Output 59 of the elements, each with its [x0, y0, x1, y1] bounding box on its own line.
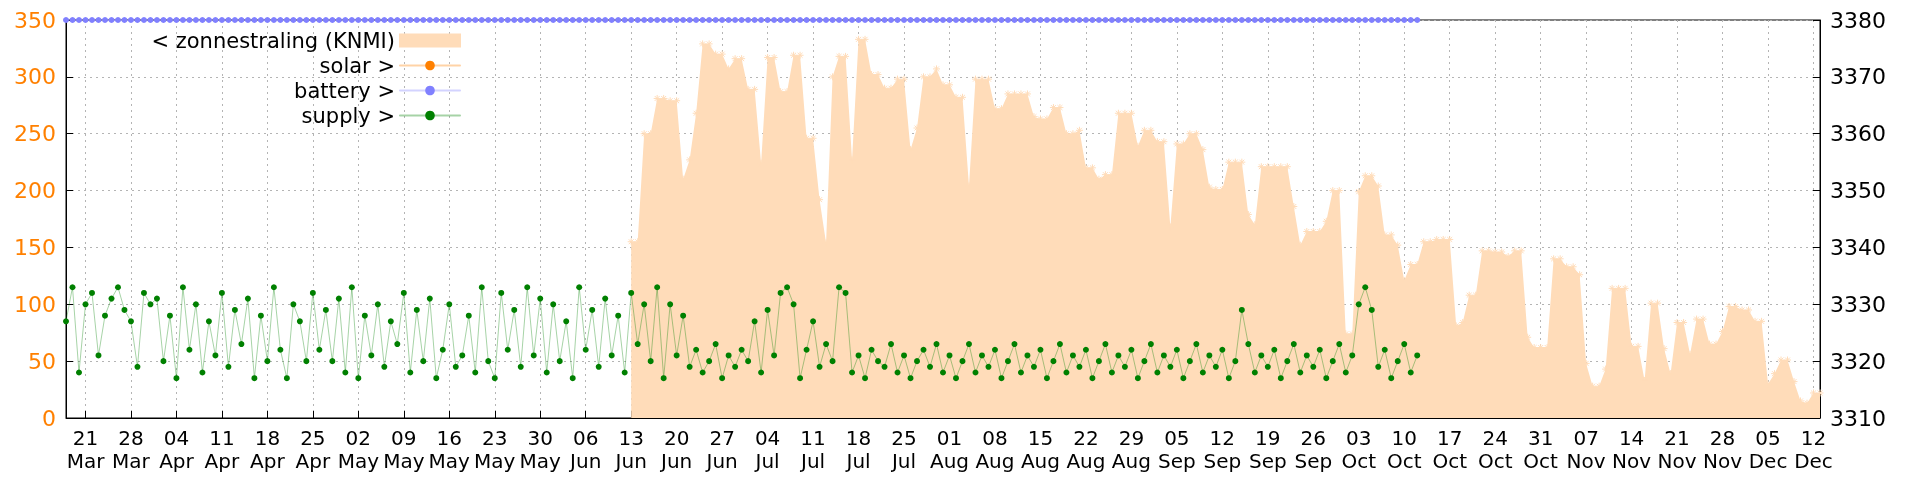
- legend-label: supply >: [301, 103, 395, 128]
- x-tick-label: 10 Oct: [1386, 425, 1422, 473]
- y2-tick-label: 3340: [1830, 234, 1886, 260]
- y-tick-label: 350: [14, 7, 56, 33]
- legend-label: battery >: [294, 78, 395, 103]
- x-tick-label: 04 Jul: [753, 425, 781, 473]
- x-tick-label: 03 Oct: [1341, 425, 1377, 473]
- y-tick-label: 50: [28, 348, 56, 374]
- x-tick-label: 25 Apr: [295, 425, 331, 473]
- x-tick-label: 11 Jul: [799, 425, 826, 473]
- x-tick-label: 13 Jun: [613, 425, 647, 473]
- x-tick-label: 21 Nov: [1657, 425, 1697, 473]
- x-tick-label: 12 Dec: [1794, 425, 1833, 473]
- y-tick-label: 0: [42, 405, 56, 431]
- x-tick-label: 16 May: [428, 425, 471, 473]
- legend-label: solar >: [319, 53, 395, 78]
- y-tick-label: 100: [14, 291, 56, 317]
- x-tick-label: 28 Nov: [1703, 425, 1743, 473]
- x-tick-label: 07 Nov: [1566, 425, 1606, 473]
- x-tick-label: 21 Mar: [66, 425, 106, 473]
- y-tick-label: 300: [14, 64, 56, 90]
- y2-tick-label: 3350: [1830, 178, 1886, 204]
- x-tick-label: 22 Aug: [1066, 425, 1106, 473]
- x-tick-label: 17 Oct: [1432, 425, 1468, 473]
- x-tick-label: 20 Jun: [659, 425, 693, 473]
- x-tick-label: 05 Dec: [1748, 425, 1788, 473]
- x-tick-label: 02 May: [337, 425, 380, 473]
- x-tick-label: 15 Aug: [1020, 425, 1060, 473]
- x-tick-label: 12 Sep: [1203, 425, 1242, 473]
- x-tick-label: 11 Apr: [204, 425, 240, 473]
- x-tick-label: 18 Jul: [844, 425, 872, 473]
- x-tick-label: 31 Oct: [1523, 425, 1559, 473]
- y-tick-label: 250: [14, 121, 56, 147]
- x-tick-label: 29 Aug: [1111, 425, 1151, 473]
- y2-tick-label: 3360: [1830, 121, 1886, 147]
- y-tick-label: 150: [14, 234, 56, 260]
- y2-tick-label: 3370: [1830, 64, 1886, 90]
- x-tick-label: 04 Apr: [159, 425, 195, 473]
- x-tick-label: 01 Aug: [929, 425, 970, 473]
- x-tick-label: 09 May: [383, 425, 425, 473]
- x-tick-label: 30 May: [519, 425, 562, 473]
- x-tick-label: 18 Apr: [250, 425, 286, 473]
- x-tick-label: 23 May: [474, 425, 516, 473]
- x-tick-label: 25 Jul: [889, 425, 917, 473]
- x-tick-label: 19 Sep: [1248, 425, 1287, 473]
- x-tick-label: 24 Oct: [1477, 425, 1513, 473]
- y2-tick-label: 3380: [1830, 7, 1886, 33]
- y2-tick-label: 3320: [1830, 348, 1886, 374]
- x-tick-label: 27 Jun: [704, 425, 738, 473]
- x-tick-label: 14 Nov: [1612, 425, 1652, 473]
- x-tick-label: 05 Sep: [1158, 425, 1196, 473]
- y2-tick-label: 3330: [1830, 291, 1886, 317]
- y-tick-label: 200: [14, 178, 56, 204]
- x-tick-label: 08 Aug: [975, 425, 1015, 473]
- x-tick-label: 06 Jun: [568, 425, 602, 473]
- legend-label: < zonnestraling (KNMI): [151, 28, 395, 53]
- y2-tick-label: 3310: [1830, 405, 1886, 431]
- x-tick-label: 26 Sep: [1294, 425, 1333, 473]
- x-tick-label: 28 Mar: [112, 425, 151, 473]
